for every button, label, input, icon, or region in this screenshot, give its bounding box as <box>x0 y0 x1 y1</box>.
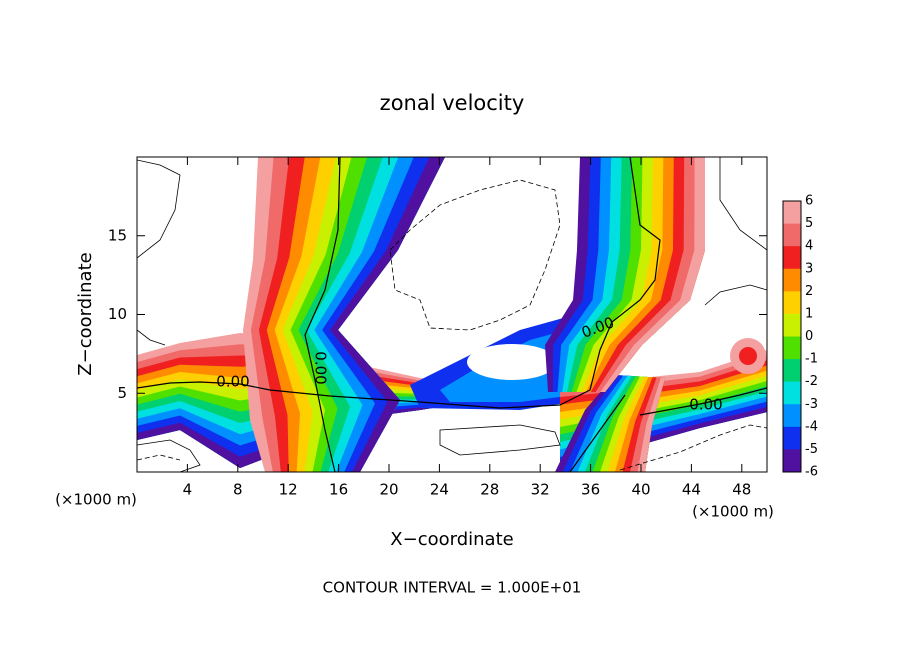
y-tick-label: 10 <box>108 305 127 323</box>
x-unit-label: (×1000 m) <box>55 491 137 509</box>
x-tick-label: 24 <box>430 481 449 499</box>
contour-region <box>637 377 665 472</box>
contour-label: 0.00 <box>216 373 249 391</box>
contour-lines <box>137 157 767 472</box>
blank-region <box>467 344 557 380</box>
contour-line <box>619 424 767 471</box>
colorbar-label: -4 <box>805 419 818 434</box>
x-tick-label: 28 <box>480 481 499 499</box>
footer-note: CONTOUR INTERVAL = 1.000E+01 <box>323 579 582 597</box>
colorbar: 6 5 4 3 2 1 0 -1 -2 -3 -4 -5 -6 <box>782 194 818 480</box>
contour-line <box>439 424 561 456</box>
contour-label: 0.00 <box>312 351 330 384</box>
y-tick-label: 5 <box>117 384 127 402</box>
colorbar-label: 6 <box>805 194 813 209</box>
contour-region <box>298 157 445 472</box>
contour-region <box>290 157 445 472</box>
contour-region <box>739 347 757 365</box>
x-unit-label: (×1000 m) <box>692 503 774 521</box>
colorbar-label: 3 <box>805 261 813 276</box>
colorbar-band <box>783 359 801 383</box>
colorbar-label: -5 <box>805 442 818 457</box>
contour-region <box>330 157 445 472</box>
contour-region <box>600 157 705 392</box>
colorbar-band <box>783 268 801 292</box>
colorbar-label: -3 <box>805 397 818 412</box>
contour-line <box>137 157 661 409</box>
contour-line <box>704 284 767 306</box>
colorbar-band <box>783 381 801 405</box>
x-tick-label: 12 <box>279 481 298 499</box>
contour-region <box>595 157 705 392</box>
x-tick-label: 36 <box>581 481 600 499</box>
colorbar-frame <box>782 200 802 473</box>
x-tick-label: 48 <box>732 481 751 499</box>
contour-line <box>389 179 561 331</box>
contour-label: 0.00 <box>689 396 722 414</box>
y-tick-label: 15 <box>108 226 127 244</box>
colorbar-band <box>783 291 801 315</box>
x-tick-label: 8 <box>233 481 243 499</box>
x-tick-label: 16 <box>329 481 348 499</box>
colorbar-label: -2 <box>805 374 818 389</box>
colorbar-label: 0 <box>805 329 813 344</box>
x-tick-label: 20 <box>379 481 398 499</box>
contour-line <box>137 159 181 259</box>
contour-line <box>569 394 626 472</box>
x-tick-label: 44 <box>682 481 701 499</box>
x-tick-label: 40 <box>631 481 650 499</box>
colorbar-band <box>783 449 801 473</box>
y-axis-label: Z−coordinate <box>75 252 96 375</box>
colorbar-label: 1 <box>805 306 813 321</box>
colorbar-label: 5 <box>805 216 813 231</box>
colorbar-band <box>783 336 801 360</box>
x-tick-label: 4 <box>183 481 193 499</box>
colorbar-band <box>783 246 801 270</box>
contour-line <box>719 157 767 251</box>
colorbar-label: -6 <box>805 465 818 480</box>
colorbar-label: -1 <box>805 352 818 367</box>
contour-region <box>560 406 767 472</box>
colorbar-band <box>783 404 801 428</box>
contour-region <box>137 400 470 468</box>
colorbar-band <box>783 313 801 337</box>
contour-line <box>639 387 767 416</box>
colorbar-band <box>783 426 801 450</box>
x-tick-label: 32 <box>531 481 550 499</box>
chart-title: zonal velocity <box>380 91 525 115</box>
contour-line <box>137 439 201 472</box>
colorbar-band <box>783 201 801 225</box>
contour-line <box>137 329 166 346</box>
contour-region <box>590 157 705 392</box>
colorbar-label: 2 <box>805 284 813 299</box>
colorbar-label: 4 <box>805 239 813 254</box>
contour-line <box>304 157 341 472</box>
colorbar-band <box>783 223 801 247</box>
x-axis-label: X−coordinate <box>390 529 513 550</box>
